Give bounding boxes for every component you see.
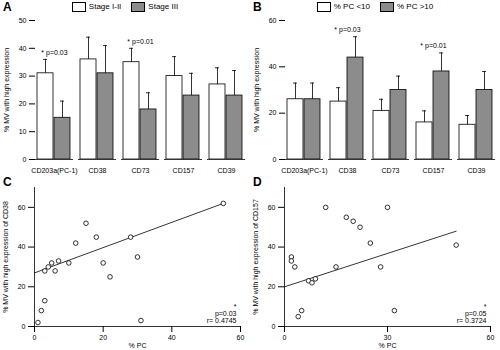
- svg-text:20: 20: [268, 283, 276, 290]
- svg-text:0: 0: [283, 334, 287, 341]
- svg-text:20: 20: [18, 283, 26, 290]
- svg-text:50: 50: [19, 17, 27, 24]
- html-text:D: D: [253, 175, 262, 189]
- svg-text:*p=0.03r= 0.4745: *p=0.03r= 0.4745: [207, 303, 237, 324]
- svg-text:CD73: CD73: [382, 167, 400, 174]
- svg-text:CD38: CD38: [89, 167, 107, 174]
- svg-text:40: 40: [19, 45, 27, 52]
- html-text:Stage I-II: Stage I-II: [88, 2, 122, 12]
- svg-text:40: 40: [269, 63, 277, 70]
- svg-text:30: 30: [19, 72, 27, 79]
- svg-text:0: 0: [23, 156, 27, 163]
- html-text:Stage III: Stage III: [148, 2, 179, 12]
- svg-text:0: 0: [22, 323, 26, 330]
- svg-text:30: 30: [384, 334, 392, 341]
- svg-text:CD203a(PC-1): CD203a(PC-1): [31, 167, 77, 175]
- svg-text:* p=0.01: * p=0.01: [127, 38, 153, 46]
- svg-text:20: 20: [269, 109, 277, 116]
- svg-text:CD38: CD38: [339, 167, 357, 174]
- svg-text:40: 40: [168, 334, 176, 341]
- svg-text:CD157: CD157: [423, 167, 445, 174]
- svg-text:10: 10: [19, 128, 27, 135]
- svg-text:40: 40: [268, 243, 276, 250]
- svg-text:CD39: CD39: [218, 167, 236, 174]
- svg-text:40: 40: [18, 243, 26, 250]
- svg-text:% MV with high expression of C: % MV with high expression of CD157: [252, 199, 260, 315]
- svg-text:CD39: CD39: [468, 167, 486, 174]
- svg-text:% MV with high expression of C: % MV with high expression of CD38: [2, 201, 10, 313]
- svg-text:60: 60: [487, 334, 495, 341]
- svg-text:*p=0.05r= 0.3724: *p=0.05r= 0.3724: [457, 303, 487, 324]
- svg-text:* p=0.03: * p=0.03: [334, 26, 360, 34]
- svg-text:0: 0: [272, 323, 276, 330]
- svg-text:* p=0.03: * p=0.03: [41, 49, 67, 57]
- svg-text:% MV with high expression: % MV with high expression: [3, 48, 11, 132]
- svg-text:60: 60: [269, 17, 277, 24]
- html-text:% PC <10: % PC <10: [333, 2, 370, 12]
- svg-text:20: 20: [99, 334, 107, 341]
- svg-text:% PC: % PC: [379, 342, 397, 349]
- svg-text:60: 60: [18, 204, 26, 211]
- svg-text:% MV with high expression: % MV with high expression: [253, 48, 261, 132]
- svg-text:% PC: % PC: [129, 342, 147, 349]
- html-text:C: C: [3, 175, 12, 189]
- svg-text:CD157: CD157: [173, 167, 195, 174]
- svg-text:0: 0: [33, 334, 37, 341]
- svg-text:CD203a(PC-1): CD203a(PC-1): [281, 167, 327, 175]
- html-text:% PC >10: % PC >10: [397, 2, 434, 12]
- svg-text:0: 0: [273, 156, 277, 163]
- svg-text:* p=0.01: * p=0.01: [420, 42, 446, 50]
- html-text:B: B: [253, 0, 262, 14]
- svg-text:CD73: CD73: [132, 167, 150, 174]
- svg-text:60: 60: [237, 334, 245, 341]
- html-text:A: A: [3, 0, 12, 14]
- svg-text:20: 20: [19, 100, 27, 107]
- svg-text:60: 60: [268, 204, 276, 211]
